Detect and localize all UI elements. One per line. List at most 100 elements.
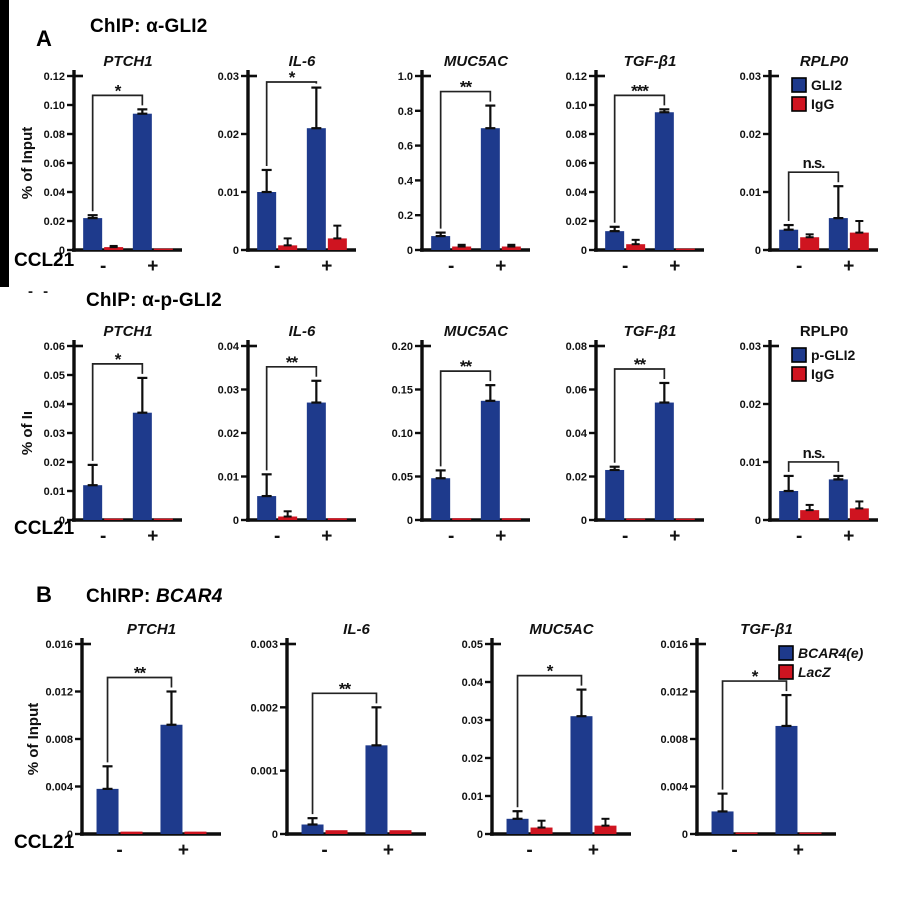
significance-label: ** <box>634 355 647 374</box>
y-tick-label: 0.02 <box>218 129 239 141</box>
chart-title: PTCH1 <box>103 323 152 340</box>
significance-bracket <box>787 171 840 222</box>
chart-cell-TGF-β1: TGF-β1 0 0.02 0.04 0.06 0.08 - + ** <box>540 320 714 566</box>
bar-LacZ <box>389 830 412 834</box>
y-tick-label: 0 <box>67 829 73 841</box>
bar-IgG <box>501 246 521 250</box>
bar-GLI2 <box>605 231 625 250</box>
chart-title: MUC5AC <box>529 621 594 638</box>
y-tick-label: 0.04 <box>44 187 66 199</box>
y-tick-label: 0 <box>407 245 413 257</box>
chart-title: PTCH1 <box>127 621 176 638</box>
bar-IgG <box>153 248 173 250</box>
y-tick-label: 0.10 <box>392 428 413 440</box>
significance-label: * <box>115 350 122 369</box>
significance-label: *** <box>631 81 649 100</box>
ccl21-axis-label-row3: CCL21 <box>14 832 75 853</box>
x-tick-label: - <box>321 840 327 861</box>
x-tick-label: + <box>669 526 680 547</box>
y-tick-label: 0.03 <box>740 71 761 83</box>
x-tick-label: - <box>100 256 106 277</box>
y-tick-label: 0.6 <box>398 141 413 153</box>
significance-bracket <box>516 674 583 808</box>
bar-GLI2 <box>306 128 326 250</box>
chart-cell-PTCH1: PTCH1 0 0.01 0.02 0.03 0.04 0.05 0.06 % of Iı - + * <box>18 320 192 566</box>
significance-label: * <box>547 662 554 681</box>
x-tick-label: + <box>321 256 332 277</box>
y-tick-label: 0.05 <box>392 472 413 484</box>
x-tick-label: - <box>100 526 106 547</box>
significance-label: * <box>752 667 759 686</box>
x-tick-label: + <box>588 840 599 861</box>
y-tick-label: 0.04 <box>566 428 588 440</box>
bar-IgG <box>278 516 298 520</box>
bar-IgG <box>626 518 646 520</box>
bar-GLI2 <box>83 218 103 250</box>
chart-title: IL-6 <box>343 621 370 638</box>
chart-title: TGF-β1 <box>740 621 793 638</box>
bar-chart-MUC5AC: MUC5AC 0 0.01 0.02 0.03 0.04 0.05 - + * <box>462 621 631 861</box>
legend-swatch-IgG <box>791 366 807 382</box>
bar-LacZ <box>120 831 143 834</box>
y-tick-label: 0.01 <box>218 187 239 199</box>
y-tick-label: 0 <box>755 245 761 257</box>
y-tick-label: 0 <box>755 515 761 527</box>
y-tick-label: 0.06 <box>566 158 587 170</box>
bar-BCAR4(e) <box>506 818 529 834</box>
significance-label: ** <box>339 679 352 698</box>
y-tick-label: 0.03 <box>740 341 761 353</box>
y-tick-label: 0.01 <box>462 791 483 803</box>
significance-bracket <box>265 365 318 471</box>
y-tick-label: 0.03 <box>44 428 65 440</box>
x-tick-label: - <box>796 526 802 547</box>
ccl21-axis-label-row1: CCL21 <box>14 250 75 271</box>
bar-chart-TGF-β1: TGF-β1 0 0.02 0.04 0.06 0.08 0.10 0.12 - + *** <box>566 53 704 277</box>
bar-GLI2 <box>132 113 152 250</box>
bar-GLI2 <box>431 236 451 250</box>
significance-bracket <box>787 461 840 472</box>
y-tick-label: 0.08 <box>566 341 587 353</box>
x-tick-label: + <box>843 256 854 277</box>
bar-IgG <box>452 246 472 250</box>
chart-cell-IL-6: IL-6 0 0.01 0.02 0.03 0.04 - + ** <box>192 320 366 566</box>
bar-BCAR4(e) <box>570 716 593 834</box>
row-a2-header-text: ChIP: α-p-GLI2 <box>86 290 222 311</box>
legend-label: IgG <box>811 366 834 382</box>
x-tick-label: - <box>526 840 532 861</box>
chip-gli2-chart-row: PTCH1 0 0.02 0.04 0.06 0.08 0.10 0.12 % of Input… <box>18 50 888 296</box>
y-tick-label: 0.10 <box>44 100 65 112</box>
y-tick-label: 0.04 <box>462 677 484 689</box>
bar-IgG <box>849 508 869 520</box>
bar-GLI2 <box>257 192 277 250</box>
row-a1-header-text: ChIP: α-GLI2 <box>90 16 208 37</box>
y-tick-label: 0.10 <box>566 100 587 112</box>
left-edge-crop-strip <box>0 0 9 287</box>
y-tick-label: 0 <box>407 515 413 527</box>
significance-label: ** <box>460 78 473 97</box>
y-tick-label: 0.8 <box>398 106 413 118</box>
bar-IgG <box>800 510 820 520</box>
bar-p-GLI2 <box>306 402 326 520</box>
y-tick-label: 0.05 <box>462 639 483 651</box>
y-tick-label: 0.02 <box>566 216 587 228</box>
ccl21-axis-label-row2: CCL21 <box>14 518 75 539</box>
bar-chart-PTCH1: PTCH1 0 0.004 0.008 0.012 0.016 % of Input - + ** <box>25 621 221 861</box>
significance-label: ** <box>460 357 473 376</box>
significance-bracket <box>91 94 144 212</box>
y-axis-label: % of Iı <box>19 411 36 455</box>
bar-LacZ <box>799 832 822 834</box>
row-a1-header: ChIP: α-GLI2 <box>90 16 208 38</box>
legend-swatch-p-GLI2 <box>791 347 807 363</box>
significance-bracket <box>613 94 666 223</box>
y-tick-label: 0 <box>581 245 587 257</box>
bar-chart-MUC5AC: MUC5AC 0 0.05 0.10 0.15 0.20 - + ** <box>392 323 530 547</box>
bar-IgG <box>452 518 472 520</box>
bar-p-GLI2 <box>654 402 674 520</box>
x-tick-label: + <box>178 840 189 861</box>
x-tick-label: - <box>731 840 737 861</box>
y-axis-label: % of Input <box>25 703 42 775</box>
bar-BCAR4(e) <box>301 824 324 834</box>
bar-chart-TGF-β1: TGF-β1 0 0.02 0.04 0.06 0.08 - + ** <box>566 323 704 547</box>
y-tick-label: 0.4 <box>398 175 414 187</box>
y-tick-label: 0 <box>682 829 688 841</box>
